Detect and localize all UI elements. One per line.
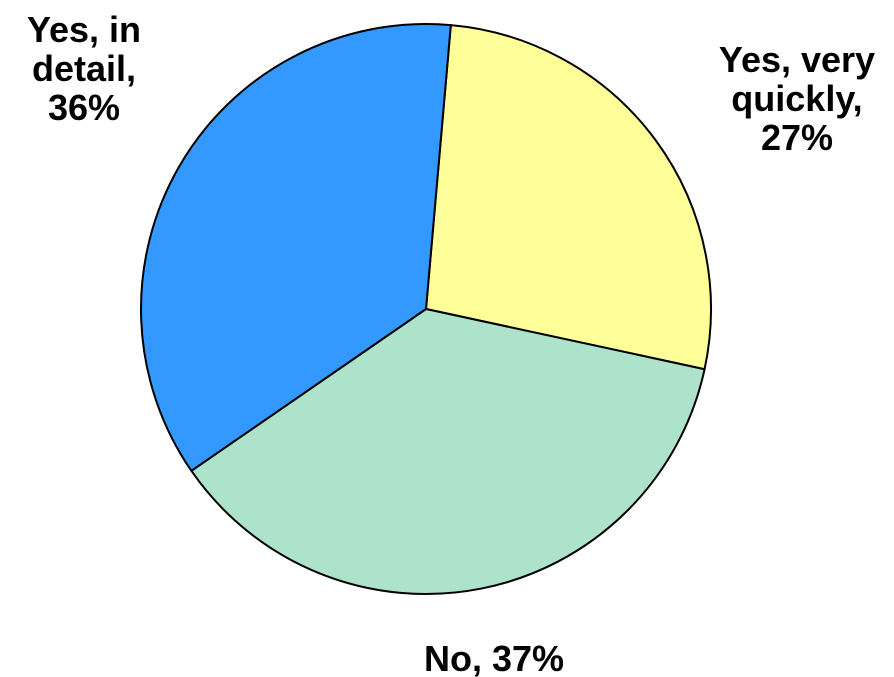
slice-label-yes-in-detail: Yes, in detail, 36% <box>27 9 141 128</box>
pie-slice-yes-in-detail <box>140 23 452 472</box>
slice-label-no: No, 37% <box>424 638 564 677</box>
slice-label-line: 36% <box>48 87 120 128</box>
slice-label-line: detail, <box>32 48 136 89</box>
slice-label-line: Yes, very <box>719 39 875 80</box>
slice-label-line: No, 37% <box>424 638 564 677</box>
slice-label-line: Yes, in <box>27 9 141 50</box>
slice-label-line: quickly, <box>731 78 862 119</box>
pie-slice-no <box>190 308 706 595</box>
pie-slice-yes-very-quickly <box>425 24 712 371</box>
slice-label-line: 27% <box>761 117 833 158</box>
slice-label-yes-very-quickly: Yes, very quickly, 27% <box>719 39 875 158</box>
